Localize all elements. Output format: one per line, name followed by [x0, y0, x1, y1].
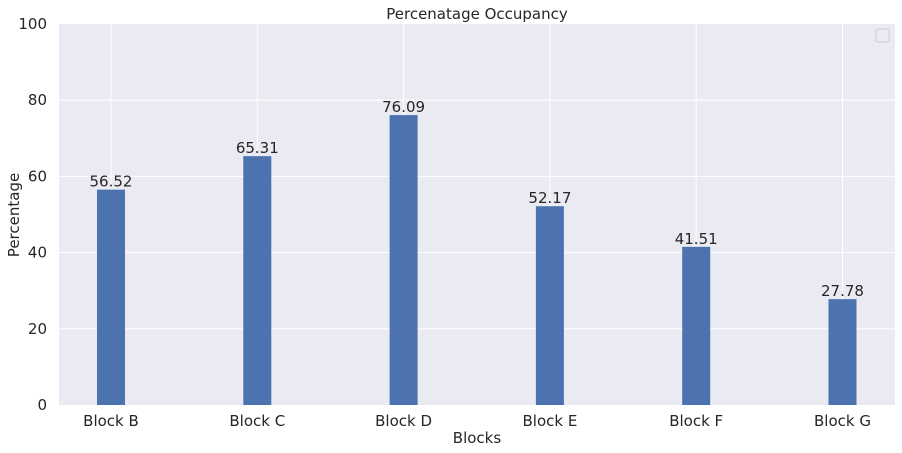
x-axis-label: Blocks [453, 429, 502, 447]
x-tick-label: Block E [522, 412, 577, 430]
bar-block-c [243, 156, 272, 405]
data-label: 76.09 [382, 98, 425, 116]
data-label: 52.17 [528, 189, 571, 207]
bar-block-e [535, 206, 564, 405]
x-tick-label: Block C [229, 412, 285, 430]
x-tick-label: Block F [669, 412, 723, 430]
y-tick-label: 60 [28, 167, 47, 185]
bar-block-b [97, 189, 125, 405]
bar-block-f [682, 246, 711, 405]
x-axis-ticks: Block B Block C Block D Block E Block F Block… [83, 412, 871, 430]
bar-block-d [389, 115, 418, 405]
y-tick-label: 80 [28, 91, 47, 109]
y-tick-label: 20 [28, 320, 47, 338]
y-tick-label: 40 [28, 244, 47, 262]
data-label: 41.51 [675, 230, 718, 248]
chart-title: Percenatage Occupancy [386, 5, 568, 23]
data-label: 56.52 [90, 173, 133, 191]
x-tick-label: Block G [814, 412, 871, 430]
x-tick-label: Block D [375, 412, 432, 430]
y-tick-label: 0 [37, 396, 47, 414]
x-tick-label: Block B [83, 412, 139, 430]
bars [97, 115, 857, 405]
data-label: 27.78 [821, 282, 864, 300]
data-labels: 56.52 65.31 76.09 52.17 41.51 27.78 [90, 98, 864, 300]
legend-box [875, 28, 890, 43]
bar-block-g [828, 299, 857, 405]
y-tick-label: 100 [18, 15, 47, 33]
data-label: 65.31 [236, 139, 279, 157]
plot-area [59, 24, 895, 405]
y-axis-label: Percentage [5, 173, 23, 257]
y-axis-ticks: 0 20 40 60 80 100 [18, 15, 47, 414]
